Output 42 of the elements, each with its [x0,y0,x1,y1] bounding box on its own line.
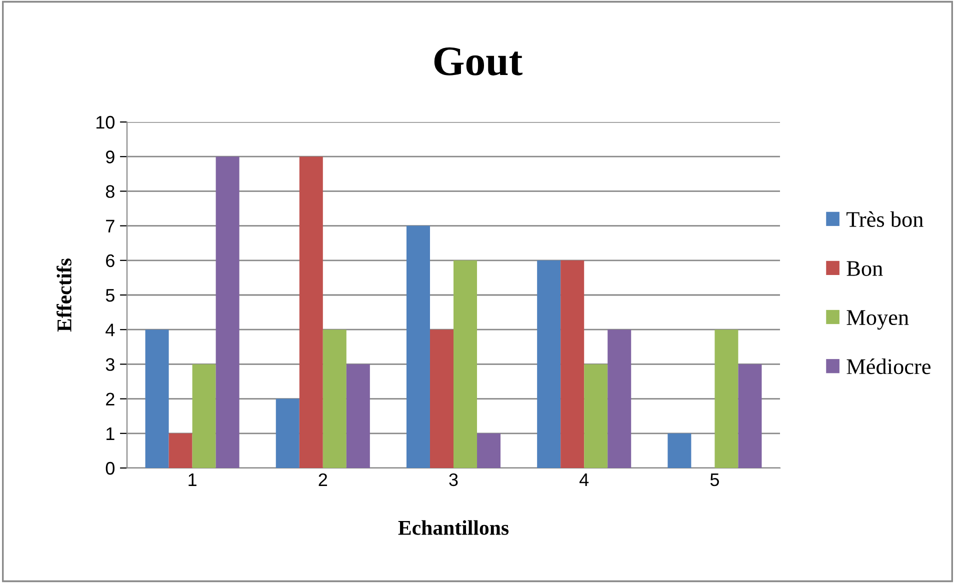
y-tick-label: 0 [106,462,114,475]
x-tick-label: 4 [579,474,589,486]
bar [276,398,300,468]
y-tick-label: 9 [106,150,114,164]
legend-label: Très bon [846,211,924,227]
y-axis-title: Effectifs [56,258,72,332]
bar [668,433,692,468]
y-tick-label: 6 [106,254,114,268]
bar [560,260,584,468]
bar [537,260,561,468]
y-tick-label: 2 [106,392,114,406]
bar [346,364,370,468]
y-tick-label: 7 [106,220,114,232]
bar [145,330,169,468]
bar [738,364,762,468]
bar [430,330,454,468]
x-tick-label: 1 [188,474,196,486]
chart-title: Gout [434,47,522,76]
y-tick-label: 8 [106,185,114,198]
bar [299,156,323,468]
x-tick-label: 3 [449,473,458,486]
bar [584,364,608,468]
y-tick-label: 1 [106,428,114,440]
bar [454,260,478,468]
bar [714,330,738,468]
legend-label: Moyen [846,310,909,330]
y-tick-label: 5 [106,289,114,302]
x-tick-label: 5 [710,474,719,486]
bar [477,433,501,468]
y-tick-label: 4 [106,324,115,336]
bar [322,330,346,468]
bar [406,226,430,468]
x-tick-label: 2 [318,473,328,486]
bar [608,330,632,468]
y-tick-label: 10 [96,116,114,129]
bar [192,364,216,468]
legend-label: Médiocre [846,358,930,374]
legend-label: Bon [846,261,883,276]
y-tick-label: 3 [106,358,114,371]
bar [216,156,240,468]
x-axis-title: Echantillons [398,520,509,535]
bar [168,433,192,468]
